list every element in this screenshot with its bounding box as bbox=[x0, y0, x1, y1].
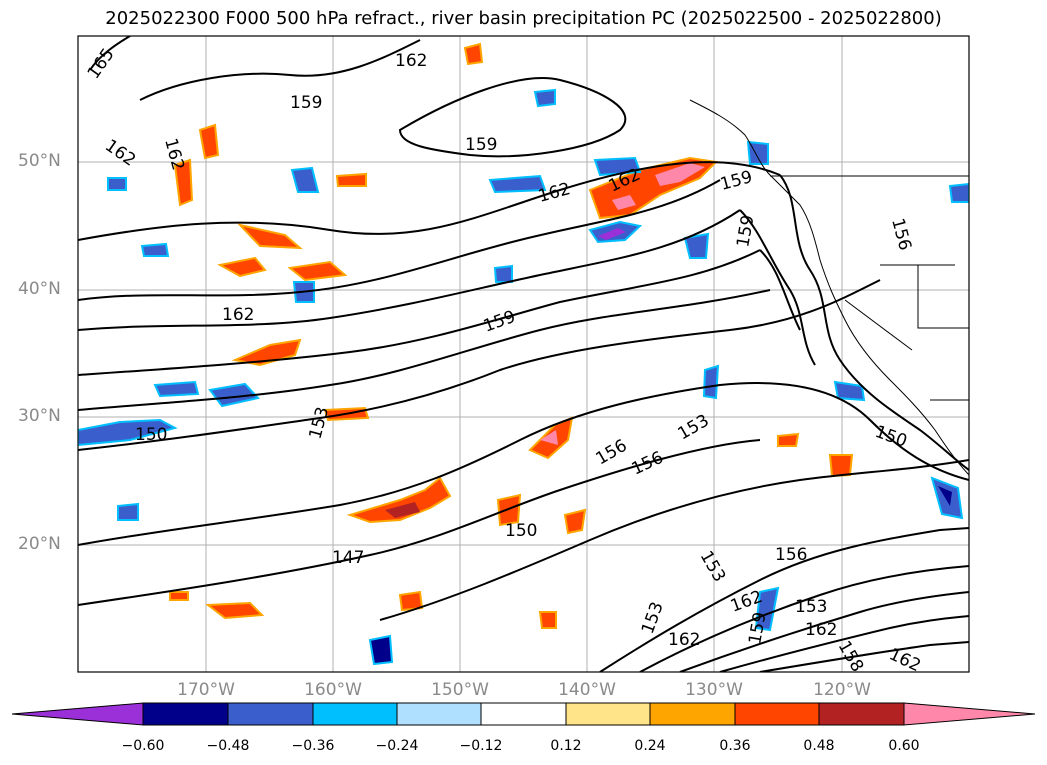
lat-label-30n: 30°N bbox=[18, 406, 61, 426]
colorbar-max-extension bbox=[904, 703, 1035, 725]
colorbar-tick-label: 0.60 bbox=[888, 738, 919, 754]
colorbar-tick-label: 0.36 bbox=[719, 738, 750, 754]
contour-label: 150 bbox=[135, 425, 167, 445]
contour-label: 153 bbox=[795, 597, 827, 617]
lat-label-20n: 20°N bbox=[18, 534, 61, 554]
precip-positive-area bbox=[565, 510, 585, 533]
colorbar-tick-label: −0.60 bbox=[122, 738, 165, 754]
lon-label-150w: 150°W bbox=[431, 680, 489, 700]
precip-positive-area bbox=[830, 455, 852, 476]
colorbar-segment bbox=[228, 703, 313, 725]
colorbar-segment bbox=[143, 703, 228, 725]
contour-label: 159 bbox=[465, 135, 497, 155]
contour-label: 147 bbox=[332, 548, 364, 568]
precip-positive-area bbox=[540, 612, 556, 628]
colorbar-tick-label: 0.24 bbox=[634, 738, 665, 754]
precip-negative-area bbox=[950, 184, 969, 202]
contour-label: 162 bbox=[668, 630, 700, 650]
lon-label-130w: 130°W bbox=[685, 680, 743, 700]
precip-positive-area bbox=[778, 434, 798, 446]
precip-negative-area bbox=[495, 266, 512, 282]
colorbar-segment bbox=[650, 703, 735, 725]
colorbar-segment bbox=[566, 703, 650, 725]
precip-negative-area bbox=[704, 366, 718, 398]
contour-label: 162 bbox=[805, 620, 837, 640]
colorbar-tick-label: −0.12 bbox=[460, 738, 503, 754]
contour-label: 156 bbox=[775, 545, 807, 565]
precip-positive-area bbox=[170, 592, 188, 600]
precip-negative-area bbox=[108, 178, 126, 190]
colorbar-segment bbox=[313, 703, 397, 725]
precip-positive-area bbox=[465, 44, 482, 64]
map-figure: 165 162 162 159 162 159 162 162 159 159 … bbox=[0, 0, 1047, 765]
colorbar-segment bbox=[397, 703, 481, 725]
lon-label-140w: 140°W bbox=[558, 680, 616, 700]
colorbar-tick-label: −0.36 bbox=[292, 738, 335, 754]
colorbar bbox=[12, 703, 1035, 725]
precip-negative-area bbox=[118, 504, 138, 520]
lon-label-160w: 160°W bbox=[304, 680, 362, 700]
precip-positive-area bbox=[337, 174, 366, 186]
lat-label-40n: 40°N bbox=[18, 279, 61, 299]
colorbar-segment bbox=[481, 703, 566, 725]
contour-label: 159 bbox=[290, 93, 322, 113]
lat-label-50n: 50°N bbox=[18, 151, 61, 171]
contour-label: 150 bbox=[505, 521, 537, 541]
contour-label: 162 bbox=[395, 51, 427, 71]
precip-negative-area bbox=[535, 90, 555, 106]
contour-label: 162 bbox=[222, 305, 254, 325]
precip-negative-area bbox=[370, 636, 392, 664]
colorbar-segment bbox=[819, 703, 904, 725]
lon-label-120w: 120°W bbox=[813, 680, 871, 700]
precip-negative-area bbox=[155, 382, 198, 396]
colorbar-tick-label: −0.48 bbox=[207, 738, 250, 754]
colorbar-segment bbox=[735, 703, 819, 725]
colorbar-min-extension bbox=[12, 703, 143, 725]
precip-negative-area bbox=[142, 244, 168, 256]
colorbar-tick-label: 0.48 bbox=[803, 738, 834, 754]
colorbar-tick-label: 0.12 bbox=[550, 738, 581, 754]
lon-label-170w: 170°W bbox=[177, 680, 235, 700]
colorbar-tick-label: −0.24 bbox=[376, 738, 419, 754]
